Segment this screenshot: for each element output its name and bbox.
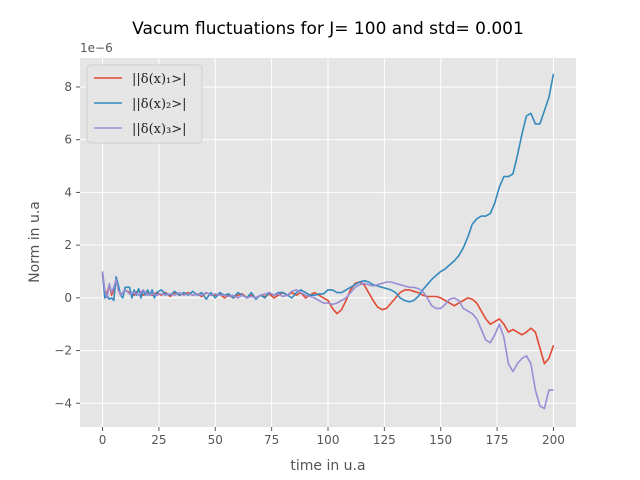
x-tick-label: 125 bbox=[373, 433, 396, 447]
x-tick-label: 75 bbox=[264, 433, 279, 447]
legend-label-1: ||δ(x)₁>| bbox=[132, 72, 187, 87]
y-tick-label: 0 bbox=[64, 291, 72, 305]
x-axis-label: time in u.a bbox=[290, 458, 365, 474]
chart-title: Vacum fluctuations for J= 100 and std= 0… bbox=[132, 19, 524, 39]
legend-label-2: ||δ(x)₂>| bbox=[132, 97, 187, 112]
x-axis-ticks: 0 25 50 75 100 125 150 175 200 bbox=[99, 427, 565, 447]
y-tick-label: 4 bbox=[64, 185, 72, 199]
legend: ||δ(x)₁>| ||δ(x)₂>| ||δ(x)₃>| bbox=[86, 64, 203, 144]
x-tick-label: 0 bbox=[99, 433, 107, 447]
y-tick-label: 2 bbox=[64, 238, 72, 252]
y-tick-label: −4 bbox=[54, 396, 72, 410]
y-axis-ticks: −4 −2 0 2 4 6 8 bbox=[54, 80, 80, 410]
series-line-2 bbox=[101, 73, 555, 303]
series-lines bbox=[101, 73, 555, 410]
x-tick-label: 25 bbox=[151, 433, 166, 447]
x-tick-label: 175 bbox=[486, 433, 509, 447]
y-tick-label: −2 bbox=[54, 344, 72, 358]
x-tick-label: 200 bbox=[542, 433, 565, 447]
y-tick-label: 6 bbox=[64, 133, 72, 147]
y-axis-offset-label: 1e−6 bbox=[80, 41, 113, 55]
x-tick-label: 50 bbox=[208, 433, 223, 447]
legend-label-3: ||δ(x)₃>| bbox=[132, 122, 187, 137]
legend-box bbox=[86, 64, 203, 144]
x-tick-label: 100 bbox=[317, 433, 340, 447]
y-axis-label: Norm in u.a bbox=[27, 201, 43, 283]
series-line-3 bbox=[101, 271, 554, 410]
grid-lines bbox=[80, 58, 576, 427]
y-tick-label: 8 bbox=[64, 80, 72, 94]
x-tick-label: 150 bbox=[429, 433, 452, 447]
